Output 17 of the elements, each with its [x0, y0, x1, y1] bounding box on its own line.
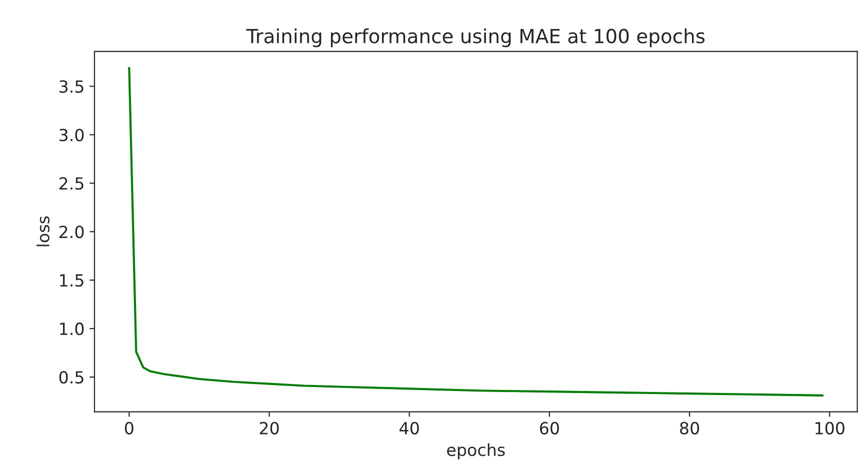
chart-title: Training performance using MAE at 100 epochs — [246, 28, 705, 48]
x-tick-label: 40 — [400, 422, 419, 434]
y-tick-label: 3.5 — [60, 80, 84, 93]
y-tick-label: 3.0 — [60, 128, 84, 142]
line-series — [128, 66, 824, 397]
x-axis-title: epochs — [447, 443, 505, 460]
x-tick-label: 0 — [124, 422, 134, 434]
y-tick-label: 1.5 — [60, 274, 84, 287]
y-tick-label: 2.5 — [59, 177, 84, 190]
y-axis-title: loss — [36, 216, 50, 246]
y-tick-label: 0.5 — [59, 371, 84, 384]
y-tick-label: 2.0 — [59, 226, 84, 238]
y-tick-label: 1.0 — [60, 322, 84, 336]
x-tick-label: 20 — [260, 422, 279, 434]
x-tick-label: 100 — [816, 422, 844, 434]
x-tick-label: 60 — [540, 422, 559, 434]
x-tick-label: 80 — [680, 422, 700, 434]
